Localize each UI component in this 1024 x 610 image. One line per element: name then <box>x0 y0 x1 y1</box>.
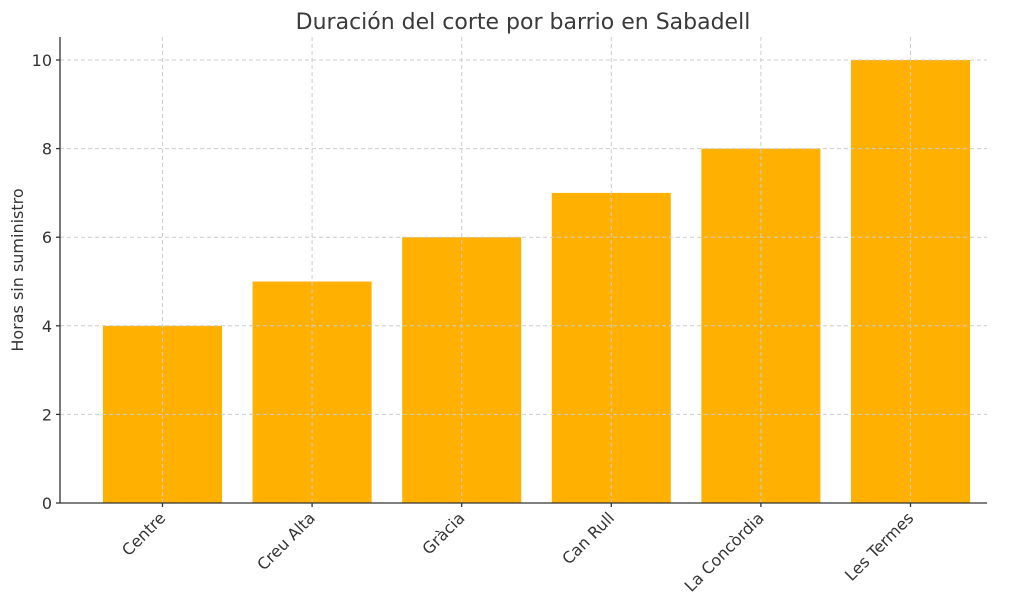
gridlines <box>60 37 987 504</box>
x-tick-label: Les Termes <box>841 508 917 584</box>
y-axis-label: Horas sin suministro <box>8 188 27 351</box>
x-tick-label: Can Rull <box>558 508 618 568</box>
x-tick-label: La Concòrdia <box>681 508 768 595</box>
bar-creu-alta <box>252 281 372 503</box>
x-tick-label: Gràcia <box>418 508 468 558</box>
y-tick-label: 10 <box>32 51 52 70</box>
x-axis-ticks: Centre Creu Alta Gràcia Can Rull La Concòrdi… <box>118 503 917 596</box>
y-tick-label: 0 <box>42 494 52 513</box>
x-tick-label: Centre <box>118 508 169 559</box>
x-tick-label: Creu Alta <box>253 508 319 574</box>
bars-group <box>103 60 970 503</box>
chart-title: Duración del corte por barrio en Sabadel… <box>296 10 751 35</box>
y-tick-label: 6 <box>42 228 52 247</box>
y-axis-ticks: 0 2 4 6 8 10 <box>32 51 60 513</box>
y-tick-label: 4 <box>42 317 52 336</box>
y-tick-label: 2 <box>42 405 52 424</box>
y-tick-label: 8 <box>42 140 52 159</box>
